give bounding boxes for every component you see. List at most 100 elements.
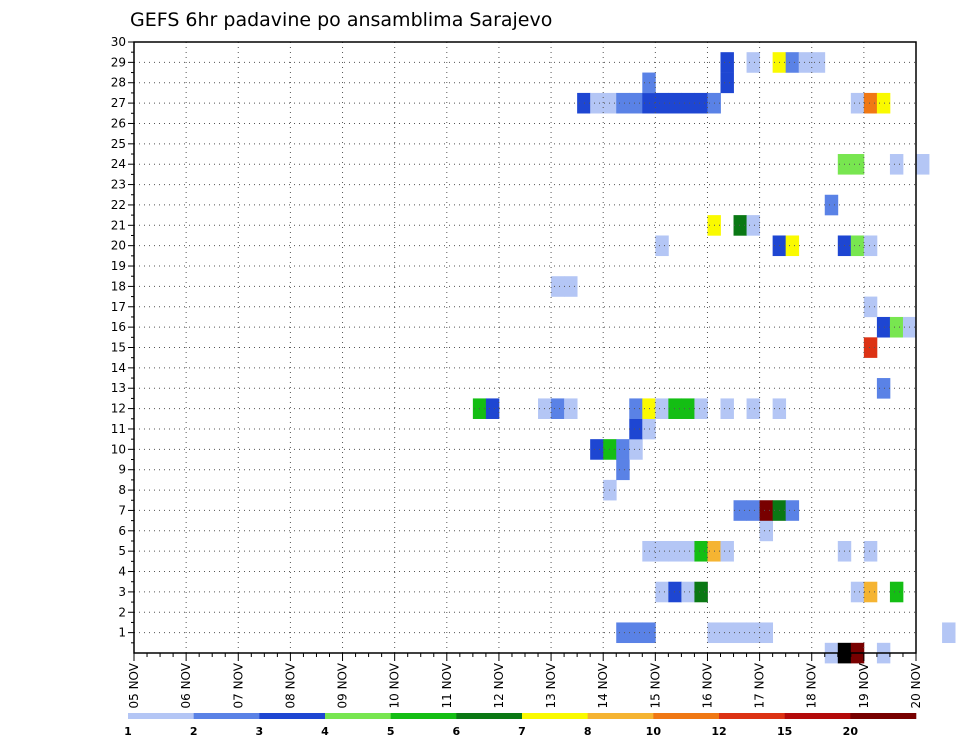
heatmap-cell <box>655 540 669 562</box>
colorbar-label: 15 <box>777 725 792 738</box>
y-tick-label: 10 <box>111 442 126 456</box>
heatmap-cell <box>668 398 682 419</box>
heatmap-cell <box>733 500 747 521</box>
colorbar-swatch <box>719 713 785 719</box>
x-tick-label: 09 NOV <box>336 662 350 708</box>
heatmap-cell <box>720 540 734 562</box>
heatmap-cell <box>616 622 630 644</box>
y-tick-label: 30 <box>111 35 126 49</box>
heatmap-cell <box>616 92 630 114</box>
y-axis: 1234567891011121314151617181920212223242… <box>111 35 134 644</box>
x-tick-label: 14 NOV <box>596 662 610 708</box>
heatmap-cell <box>629 622 643 644</box>
heatmap-cell <box>746 52 760 73</box>
x-tick-label: 08 NOV <box>283 662 297 708</box>
x-tick-label: 16 NOV <box>700 662 714 708</box>
y-tick-label: 14 <box>111 361 126 375</box>
heatmap-cell <box>785 235 800 257</box>
colorbar-label: 6 <box>453 725 461 738</box>
heatmap-cell <box>850 581 865 603</box>
colorbar-label: 2 <box>190 725 198 738</box>
heatmap-cell <box>850 154 865 175</box>
y-tick-label: 13 <box>111 381 126 395</box>
y-tick-label: 6 <box>118 524 126 538</box>
x-tick-label: 15 NOV <box>648 662 662 708</box>
heatmap-cell <box>655 581 669 603</box>
heatmap-cell <box>629 92 643 114</box>
colorbar-swatch <box>522 713 588 719</box>
heatmap-cell <box>616 439 630 460</box>
heatmap-cell <box>876 316 891 338</box>
heatmap-cells <box>472 52 956 664</box>
heatmap-cell <box>694 92 708 114</box>
y-tick-label: 16 <box>111 320 126 334</box>
x-tick-label: 20 NOV <box>909 662 923 708</box>
colorbar-label: 4 <box>321 725 329 738</box>
colorbar-swatch <box>128 713 194 719</box>
y-tick-label: 9 <box>118 463 126 477</box>
colorbar-swatch <box>325 713 391 719</box>
colorbar-swatch <box>259 713 326 719</box>
heatmap-cell <box>694 581 708 603</box>
colorbar-label: 1 <box>124 725 132 738</box>
y-tick-label: 2 <box>118 605 126 619</box>
y-tick-label: 4 <box>118 565 126 579</box>
y-tick-label: 29 <box>111 55 126 69</box>
heatmap-cell <box>720 52 734 73</box>
heatmap-cell <box>733 215 747 236</box>
y-tick-label: 23 <box>111 178 126 192</box>
heatmap-cell <box>681 540 695 562</box>
x-tick-label: 06 NOV <box>179 662 193 708</box>
heatmap-cell <box>616 459 630 481</box>
x-tick-label: 07 NOV <box>231 662 245 708</box>
heatmap-cell <box>485 398 500 419</box>
y-tick-label: 11 <box>111 422 126 436</box>
heatmap-cell <box>746 622 760 644</box>
heatmap-cell <box>785 500 800 521</box>
y-tick-label: 15 <box>111 341 126 355</box>
x-tick-label: 11 NOV <box>440 662 454 708</box>
heatmap-cell <box>811 52 826 73</box>
y-tick-label: 20 <box>111 239 126 253</box>
heatmap-cell <box>694 540 708 562</box>
y-tick-label: 25 <box>111 137 126 151</box>
heatmap-cell <box>629 418 643 440</box>
y-tick-label: 3 <box>118 585 126 599</box>
heatmap-cell <box>889 154 904 175</box>
heatmap-cell <box>694 398 708 419</box>
colorbar-label: 20 <box>843 725 859 738</box>
heatmap-cell <box>720 398 734 419</box>
y-tick-label: 22 <box>111 198 126 212</box>
x-tick-label: 19 NOV <box>857 662 871 708</box>
heatmap-cell <box>720 622 734 644</box>
heatmap-cell <box>850 235 865 257</box>
heatmap-cell <box>889 581 904 603</box>
heatmap-cell <box>564 398 578 419</box>
y-tick-label: 21 <box>111 218 126 232</box>
y-tick-label: 26 <box>111 116 126 130</box>
heatmap-cell <box>759 622 774 644</box>
heatmap-cell <box>863 235 878 257</box>
heatmap-cell <box>668 581 682 603</box>
heatmap-cell <box>733 622 747 644</box>
x-tick-label: 05 NOV <box>127 662 141 708</box>
heatmap-cell <box>785 52 800 73</box>
heatmap-cell <box>551 398 565 419</box>
heatmap-cell <box>746 500 760 521</box>
colorbar: 1 2 3 4 5 6 7 8 10 12 15 20 <box>124 713 917 738</box>
heatmap-cell <box>798 52 813 73</box>
y-tick-label: 27 <box>111 96 126 110</box>
heatmap-cell <box>590 92 604 114</box>
colorbar-swatch <box>850 713 917 719</box>
colorbar-label: 7 <box>518 725 526 738</box>
heatmap-cell <box>564 276 578 297</box>
heatmap-cell <box>629 398 643 419</box>
heatmap-cell <box>916 154 930 175</box>
heatmap-cell <box>746 398 760 419</box>
heatmap-cell <box>824 194 839 216</box>
y-tick-label: 5 <box>118 544 126 558</box>
y-tick-label: 8 <box>118 483 126 497</box>
heatmap-cell <box>876 92 891 114</box>
heatmap-cell <box>759 500 774 521</box>
colorbar-label: 3 <box>256 725 264 738</box>
